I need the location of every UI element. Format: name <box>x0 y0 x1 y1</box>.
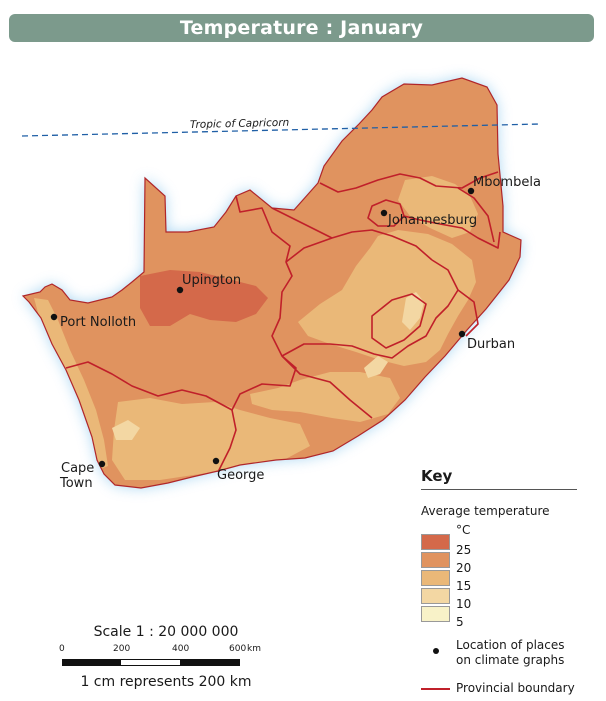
provincial-boundaries <box>65 171 501 473</box>
boundary-free-state-north <box>285 229 433 263</box>
swatch-25 <box>421 534 450 550</box>
label-port-nolloth: Port Nolloth <box>60 315 136 330</box>
place-markers: Mbombela Johannesburg Upington Port Noll… <box>50 175 541 491</box>
scale-tick-400: 400 <box>172 644 190 654</box>
scale-seg-3 <box>180 660 239 665</box>
swatch-10 <box>421 588 450 604</box>
boundary-north-west <box>271 207 333 239</box>
place-dot-icon <box>433 648 439 654</box>
scale-title: Scale 1 : 20 000 000 <box>93 624 239 640</box>
tropic-label: Tropic of Capricorn <box>190 117 290 131</box>
zone-10-capefold <box>112 420 140 440</box>
key-value-5: 5 <box>456 615 464 629</box>
zone-15-highveld <box>398 176 478 238</box>
scale-seg-2 <box>121 660 180 665</box>
label-mbombela: Mbombela <box>473 175 541 190</box>
scale-tick-unit: km <box>247 644 261 654</box>
swatch-20 <box>421 552 450 568</box>
key-value-20: 20 <box>456 561 472 575</box>
marker-cape-town <box>98 460 106 468</box>
marker-durban <box>458 330 466 338</box>
scale-tick-600: 600 <box>229 644 247 654</box>
key-value-10: 10 <box>456 597 472 611</box>
key-value-15: 15 <box>456 579 472 593</box>
scale-tick-labels: 0 200 400 600 km <box>48 644 284 657</box>
boundary-kzn-west <box>457 289 479 337</box>
zone-15-southcoast <box>112 398 310 480</box>
label-george: George <box>217 468 264 483</box>
legend-boundary-label: Provincial boundary <box>456 681 575 695</box>
temperature-scale: °C 25 20 15 10 5 <box>421 523 577 629</box>
zone-15-central <box>298 230 476 366</box>
scale-caption: 1 cm represents 200 km <box>80 674 252 690</box>
label-johannesburg: Johannesburg <box>387 213 477 228</box>
marker-port-nolloth <box>50 313 58 321</box>
scale-bar <box>62 659 240 666</box>
boundary-line-icon <box>421 688 450 690</box>
tropic-line <box>21 123 541 137</box>
boundary-mpumalanga-west <box>403 215 501 249</box>
zone-10-highveld-east <box>364 356 388 378</box>
boundary-gauteng <box>367 199 405 227</box>
boundary-limpopo-south <box>319 171 499 193</box>
boundary-lesotho <box>371 293 427 349</box>
swatch-15 <box>421 570 450 586</box>
legend-boundary-row: Provincial boundary <box>421 680 577 698</box>
marker-upington <box>176 286 184 294</box>
swatch-5 <box>421 606 450 622</box>
boundary-western-cape <box>65 361 233 411</box>
map-title: Temperature : January <box>179 17 424 39</box>
label-cape-town: Cape Town <box>59 461 94 491</box>
marker-mbombela <box>467 187 475 195</box>
zone-10-lesotho <box>402 292 424 330</box>
scale-tick-200: 200 <box>113 644 131 654</box>
boundary-eastern-cape-west <box>281 355 373 419</box>
key-heading: Key <box>421 467 577 490</box>
label-upington: Upington <box>182 273 241 288</box>
scale-tick-0: 0 <box>59 644 65 654</box>
scale-seg-1 <box>63 660 121 665</box>
map-key: Key Average temperature °C 25 20 15 10 5… <box>421 467 577 698</box>
label-durban: Durban <box>467 337 515 352</box>
scale-block: Scale 1 : 20 000 000 0 200 400 600 km 1 … <box>48 624 284 690</box>
legend-place-label: Location of places on climate graphs <box>456 638 565 667</box>
title-bar: Temperature : January <box>9 14 594 42</box>
key-unit: °C <box>456 523 471 537</box>
country-outline <box>21 77 522 489</box>
marker-johannesburg <box>380 209 388 217</box>
zone-25-upington <box>140 270 268 326</box>
legend-place-row: Location of places on climate graphs <box>421 638 577 672</box>
marker-george <box>212 457 220 465</box>
key-subtitle: Average temperature <box>421 504 550 518</box>
boundary-mpumalanga-inner <box>457 187 495 243</box>
key-value-25: 25 <box>456 543 472 557</box>
